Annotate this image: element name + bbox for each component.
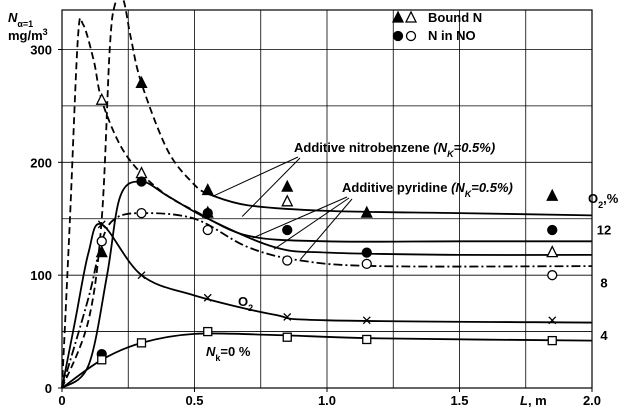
marker: [547, 335, 557, 346]
y-tick-label: 0: [45, 381, 52, 396]
marker: [95, 92, 108, 105]
text-part: 3: [43, 27, 48, 37]
marker: [202, 224, 213, 236]
marker: [282, 224, 293, 236]
marker: [548, 316, 557, 325]
marker: [546, 188, 559, 201]
text-part: O: [238, 294, 248, 309]
marker: [391, 10, 405, 23]
y-tick-label: 100: [30, 268, 52, 283]
x-tick-label: 0.5: [185, 393, 203, 408]
text-part: 2: [598, 200, 603, 210]
annotation: Additive pyridine (NK=0.5%): [342, 180, 513, 199]
marker: [201, 183, 214, 196]
marker: [97, 355, 107, 365]
text-part: Additive pyridine: [342, 180, 451, 195]
curve: [61, 180, 593, 389]
y-axis-unit: mg/m3: [8, 27, 48, 43]
x-axis-label: L, m: [520, 393, 547, 408]
text-part: K: [465, 189, 473, 199]
text-part: L: [520, 393, 528, 408]
marker: [283, 312, 292, 321]
text-part: O: [588, 191, 598, 206]
marker: [136, 176, 147, 187]
text-part: =0 %: [220, 344, 250, 359]
marker: [97, 220, 106, 229]
text-part: mg/m: [8, 28, 43, 43]
marker: [136, 207, 147, 219]
curve: [61, 0, 209, 389]
marker: [135, 75, 148, 88]
marker: [95, 245, 108, 258]
legend-label: Bound N: [428, 10, 482, 25]
text-part: K: [447, 149, 455, 159]
x-tick-label: 1.5: [450, 393, 468, 408]
legend-label: N in NO: [428, 28, 476, 43]
marker: [361, 247, 372, 258]
curve: [61, 16, 195, 389]
marker: [547, 224, 558, 236]
text-part: (N: [433, 140, 447, 155]
marker: [136, 338, 147, 348]
text-part: , m: [528, 393, 547, 408]
annotation: O2: [238, 294, 253, 313]
x-tick-label: 1.0: [318, 393, 336, 408]
x-tick-label: 0: [58, 393, 65, 408]
marker: [203, 293, 212, 302]
marker: [281, 179, 294, 192]
annotation-arrow: [212, 156, 299, 197]
annotation-arrow: [241, 157, 301, 217]
curve: [61, 212, 593, 389]
marker: [360, 205, 373, 218]
text-part: =0.5%): [471, 180, 513, 195]
marker: [202, 207, 213, 219]
y2-tick-label: 12: [597, 222, 611, 237]
marker: [405, 30, 417, 42]
marker: [282, 255, 293, 266]
text-part: (N: [451, 180, 465, 195]
marker: [547, 270, 558, 281]
y-tick-label: 300: [30, 42, 52, 57]
annotation-arrow: [252, 196, 348, 239]
text-part: N: [8, 10, 18, 25]
text-part: ,%: [603, 191, 619, 206]
text-part: Additive nitrobenzene: [294, 140, 433, 155]
text-part: 2: [248, 303, 253, 313]
y2-tick-label: 8: [600, 275, 607, 290]
y2-tick-label: 4: [600, 328, 608, 343]
marker: [361, 258, 372, 270]
curve: [61, 222, 593, 389]
text-part: k: [215, 353, 221, 363]
marker: [546, 245, 559, 258]
annotation-arrow: [273, 197, 350, 250]
curve: [207, 193, 593, 217]
text-part: =0.5%): [454, 140, 496, 155]
x-tick-label: 2.0: [583, 393, 601, 408]
annotation: Additive nitrobenzene (NK=0.5%): [294, 140, 495, 159]
marker: [96, 236, 107, 247]
marker: [281, 194, 294, 207]
y-tick-label: 200: [30, 155, 52, 170]
marker: [362, 334, 372, 345]
text-part: N: [206, 344, 216, 359]
marker: [203, 326, 213, 337]
marker: [392, 30, 404, 42]
text-part: α=1: [17, 19, 33, 29]
marker: [362, 316, 371, 325]
marker: [282, 332, 292, 342]
annotation: Nk=0 %: [206, 344, 251, 363]
y-axis-label: Nα=1: [8, 10, 33, 29]
marker: [404, 10, 418, 23]
marker: [137, 271, 146, 280]
y2-axis-label: O2,%: [588, 191, 619, 210]
annotation-arrow: [300, 198, 353, 260]
